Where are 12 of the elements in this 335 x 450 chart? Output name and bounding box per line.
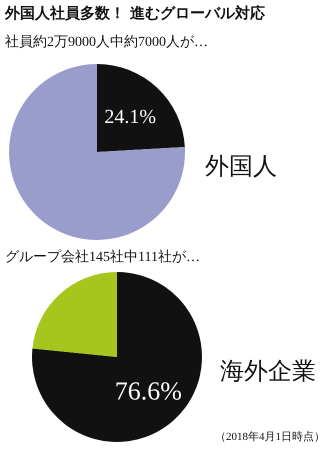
pie-slice: [32, 272, 202, 442]
pie-slice: [97, 64, 185, 152]
data-label: 76.6%: [114, 376, 182, 406]
text: （2018年4月1日時点）: [215, 430, 325, 443]
pie-slice: [32, 272, 117, 357]
slice-label: 海外企業: [220, 359, 316, 385]
chart-subtitle: グループ会社145社中111社が…: [5, 249, 200, 265]
chart-subtitle: 社員約2万9000人中約7000人が…: [5, 34, 208, 50]
pie-slice: [9, 64, 185, 240]
chart-title: 外国人社員多数！ 進むグローバル対応: [4, 4, 266, 22]
slice-label: 外国人: [205, 154, 277, 180]
data-label: 24.1%: [104, 106, 156, 128]
